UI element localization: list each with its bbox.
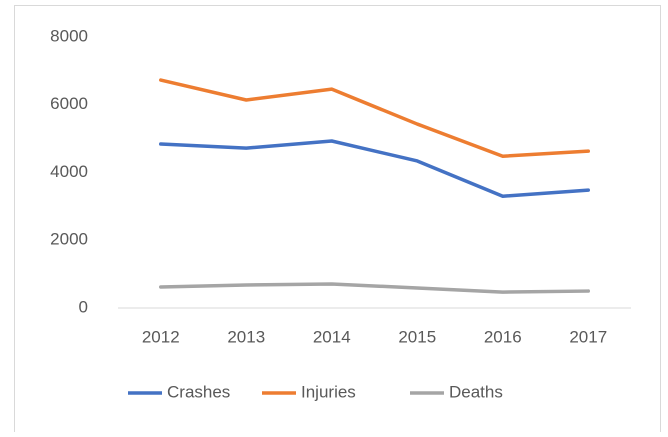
y-tick-label: 8000 — [50, 26, 88, 45]
legend-label: Injuries — [301, 382, 356, 401]
legend-label: Crashes — [167, 382, 230, 401]
x-tick-label: 2016 — [484, 327, 522, 346]
x-tick-label: 2015 — [398, 327, 436, 346]
x-tick-label: 2014 — [313, 327, 351, 346]
x-tick-label: 2012 — [142, 327, 180, 346]
legend-label: Deaths — [449, 382, 503, 401]
data-line — [159, 78, 590, 158]
y-tick-label: 6000 — [50, 94, 88, 113]
chart-frame — [14, 5, 661, 437]
y-tick-label: 2000 — [50, 230, 88, 249]
x-tick-label: 2017 — [569, 327, 607, 346]
data-line — [159, 282, 590, 294]
y-tick-label: 4000 — [50, 162, 88, 181]
y-tick-label: 0 — [79, 297, 88, 316]
data-line — [159, 139, 590, 198]
x-tick-label: 2013 — [227, 327, 265, 346]
